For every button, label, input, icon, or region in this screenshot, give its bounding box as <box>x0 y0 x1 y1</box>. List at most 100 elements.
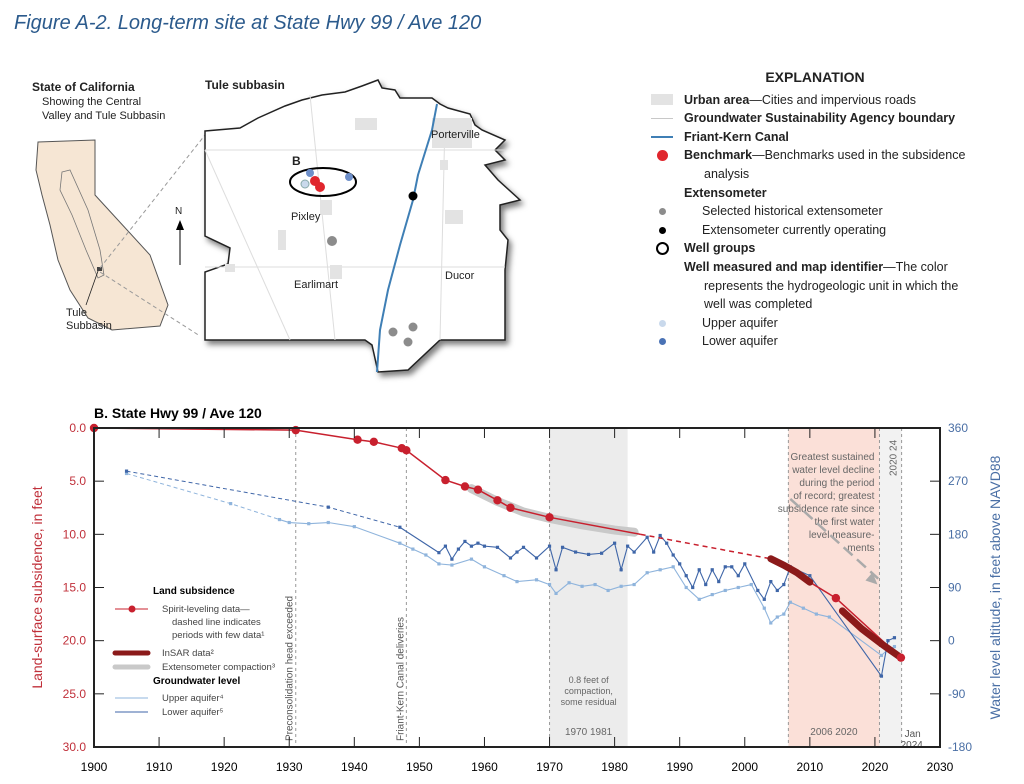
lower-aquifer-point <box>886 639 890 643</box>
upper-aquifer-point <box>697 597 701 601</box>
historical-extensometer <box>388 327 398 337</box>
band-note: level measure- <box>809 530 875 541</box>
legend-bold: Groundwater Sustainability Agency bounda… <box>684 111 956 126</box>
lower-aquifer-point <box>469 544 474 548</box>
legend-bold: Friant-Kern Canal <box>684 129 789 144</box>
lower-aquifer-point <box>508 556 513 560</box>
shaded-period <box>788 428 880 747</box>
y2-tick-label: -90 <box>948 687 966 701</box>
legend-item: Extensometer currently operating <box>640 221 1020 240</box>
benchmark <box>315 182 325 192</box>
legend-item: Well measured and map identifier—The col… <box>640 258 1020 277</box>
legend-text-continued: represents the hydrogeologic unit in whi… <box>704 278 959 293</box>
y2-axis-label: Water level altitude, in feet above NAVD… <box>987 455 1003 719</box>
y-tick-label: 25.0 <box>63 687 87 701</box>
lower-aquifer-point <box>782 582 786 587</box>
lower-aquifer-point <box>515 550 519 554</box>
band-note: ments <box>847 543 874 554</box>
site-label: B <box>292 154 301 168</box>
band-note: of record; greatest <box>793 491 874 502</box>
upper-aquifer-point <box>658 568 662 572</box>
upper-aquifer-point <box>619 584 623 588</box>
lower-aquifer-point <box>482 544 487 548</box>
spirit-leveling-point <box>545 513 554 522</box>
legend-label: periods with few data¹ <box>172 630 264 641</box>
lower-aquifer-point <box>730 565 734 569</box>
spirit-leveling-point <box>506 503 515 512</box>
band-note: the first water <box>814 517 875 528</box>
upper-aquifer-point <box>710 592 714 597</box>
lower-aquifer-point <box>652 550 656 554</box>
upper-aquifer-point <box>801 606 805 610</box>
annotation: Jan <box>905 729 921 740</box>
upper-aquifer-point <box>632 582 636 587</box>
upper-aquifer-point <box>554 591 558 596</box>
legend-text: Lower aquifer <box>702 334 778 349</box>
lower-aquifer-point <box>573 550 578 554</box>
lower-aquifer-point <box>437 551 441 555</box>
insar-line <box>838 607 905 662</box>
upper-aquifer-point <box>892 644 897 649</box>
lower-aquifer-point <box>723 565 727 569</box>
lower-aquifer-point <box>756 588 760 593</box>
upper-aquifer-point <box>723 588 727 593</box>
upper-aquifer-point <box>736 585 740 590</box>
legend-item: Urban area—Cities and impervious roads <box>640 91 1020 110</box>
historical-extensometer <box>403 337 413 347</box>
upper-aquifer-point <box>788 600 792 604</box>
lower-aquifer-point <box>808 574 812 578</box>
y-axis-label: Land-surface subsidence, in feet <box>29 486 45 688</box>
upper-aquifer-point <box>277 517 282 522</box>
lower-aquifer-point <box>684 574 688 578</box>
legend-bold: Well measured and map identifier <box>684 259 884 274</box>
x-tick-label: 1940 <box>341 760 368 774</box>
town-label: Earlimart <box>294 279 339 291</box>
legend-item: Extensometer <box>640 184 1020 203</box>
lower-aquifer-point <box>775 588 779 593</box>
y2-tick-label: 0 <box>948 634 955 648</box>
legend-text-continued: well was completed <box>704 297 813 312</box>
upper-aquifer-point <box>567 581 571 585</box>
lower-aquifer-point <box>769 579 773 584</box>
lower-aquifer-point <box>704 582 708 587</box>
friant-kern-canal <box>376 103 438 373</box>
band-note: during the period <box>799 478 874 489</box>
gsa-line-icon <box>640 117 684 119</box>
upper-aquifer-point <box>534 578 539 582</box>
california-outline <box>35 139 169 331</box>
lower-aquifer-point <box>554 568 558 572</box>
upper-aquifer-point <box>782 612 786 616</box>
x-tick-label: 1950 <box>406 760 433 774</box>
legend-text: Selected historical extensometer <box>702 204 883 219</box>
x-tick-label: 2000 <box>731 760 758 774</box>
legend-bold: Extensometer <box>684 185 767 200</box>
legend-text: Upper aquifer <box>702 315 778 330</box>
y2-tick-label: 180 <box>948 527 968 541</box>
upper-aquifer-point <box>287 520 291 525</box>
legend-text: Extensometer currently operating <box>702 222 887 237</box>
state-subtitle: Showing the Central <box>42 96 142 108</box>
lower-aquifer-point <box>560 545 565 549</box>
legend-item: Lower aquifer <box>640 332 1020 351</box>
lower-aquifer-point <box>626 544 630 548</box>
legend-label: Upper aquifer⁴ <box>162 693 224 704</box>
upper-aquifer-point <box>547 582 552 587</box>
upper-aquifer-point <box>229 502 233 506</box>
legend-swatch <box>128 605 136 613</box>
urban-swatch-icon <box>640 94 684 106</box>
upper-aquifer-point <box>775 615 779 619</box>
x-tick-label: 2010 <box>796 760 823 774</box>
explanation-legend: EXPLANATION Urban area—Cities and imperv… <box>640 68 1020 351</box>
lower-aquifer-point <box>534 556 539 560</box>
historical-extensometer <box>408 322 418 332</box>
upper-aquifer-point <box>352 525 356 529</box>
legend-item: Selected historical extensometer <box>640 202 1020 221</box>
y-tick-label: 10.0 <box>63 527 87 541</box>
lower-aquifer-point <box>892 636 897 640</box>
legend-heading: Land subsidence <box>153 586 235 597</box>
lower-aquifer-point <box>463 539 467 544</box>
red-dot-icon <box>640 150 684 162</box>
lower-aquifer-point <box>586 552 591 557</box>
band-note: compaction, <box>564 686 613 696</box>
lower-aquifer-point <box>456 547 461 551</box>
